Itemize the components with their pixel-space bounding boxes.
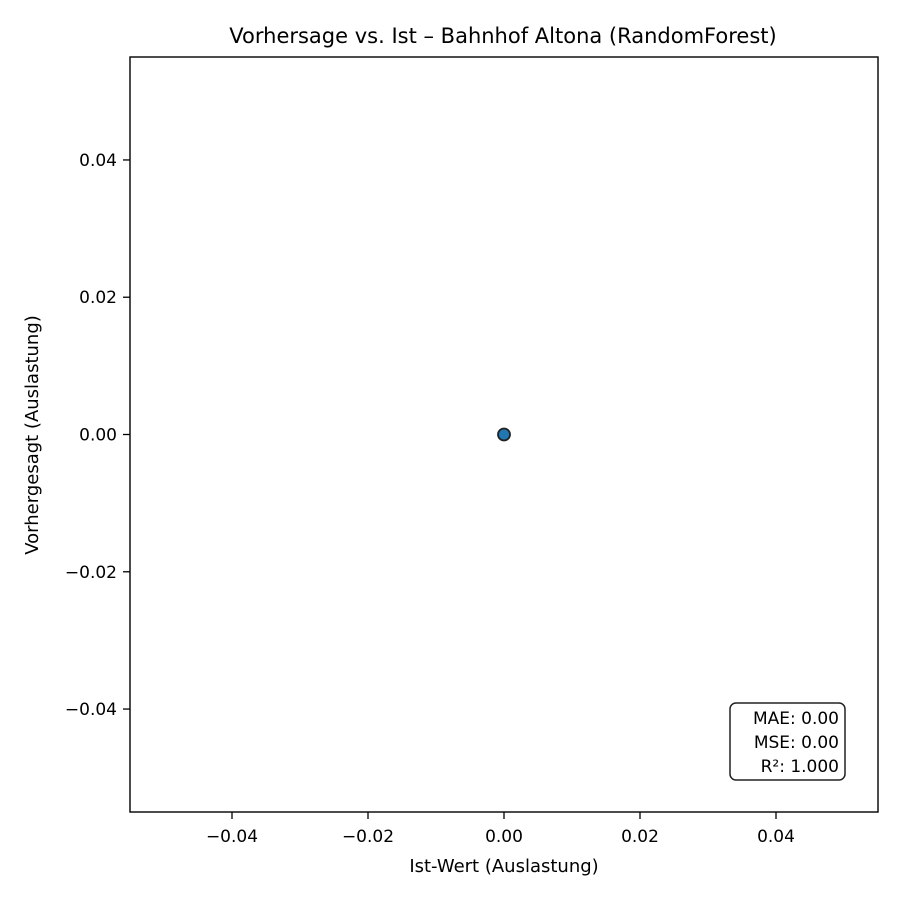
metric-mse: MSE: 0.00 bbox=[754, 733, 839, 753]
y-tick-label: −0.02 bbox=[65, 563, 117, 583]
x-tick-label: −0.02 bbox=[342, 827, 394, 847]
y-axis-label: Vorhergesagt (Auslastung) bbox=[22, 315, 43, 555]
x-axis-ticks: −0.04 −0.02 0.00 0.02 0.04 bbox=[206, 812, 795, 847]
x-tick-label: 0.04 bbox=[757, 827, 795, 847]
scatter-point bbox=[497, 427, 511, 442]
y-axis-ticks: −0.04 −0.02 0.00 0.02 0.04 bbox=[65, 151, 130, 720]
y-tick-label: 0.00 bbox=[79, 426, 117, 446]
x-axis-label: Ist-Wert (Auslastung) bbox=[409, 856, 598, 877]
chart-title: Vorhersage vs. Ist – Bahnhof Altona (Ran… bbox=[229, 24, 776, 48]
scatter-points bbox=[497, 427, 511, 442]
y-tick-label: −0.04 bbox=[65, 700, 117, 720]
y-tick-label: 0.02 bbox=[79, 288, 117, 308]
x-tick-label: −0.04 bbox=[206, 827, 258, 847]
metric-mae: MAE: 0.00 bbox=[753, 709, 839, 729]
y-tick-label: 0.04 bbox=[79, 151, 117, 171]
metrics-box-frame bbox=[729, 702, 846, 781]
x-tick-label: 0.00 bbox=[485, 827, 523, 847]
metrics-box: MAE: 0.00 MSE: 0.00 R²: 1.000 bbox=[729, 702, 846, 781]
metric-r2: R²: 1.000 bbox=[761, 757, 839, 777]
x-tick-label: 0.02 bbox=[621, 827, 659, 847]
